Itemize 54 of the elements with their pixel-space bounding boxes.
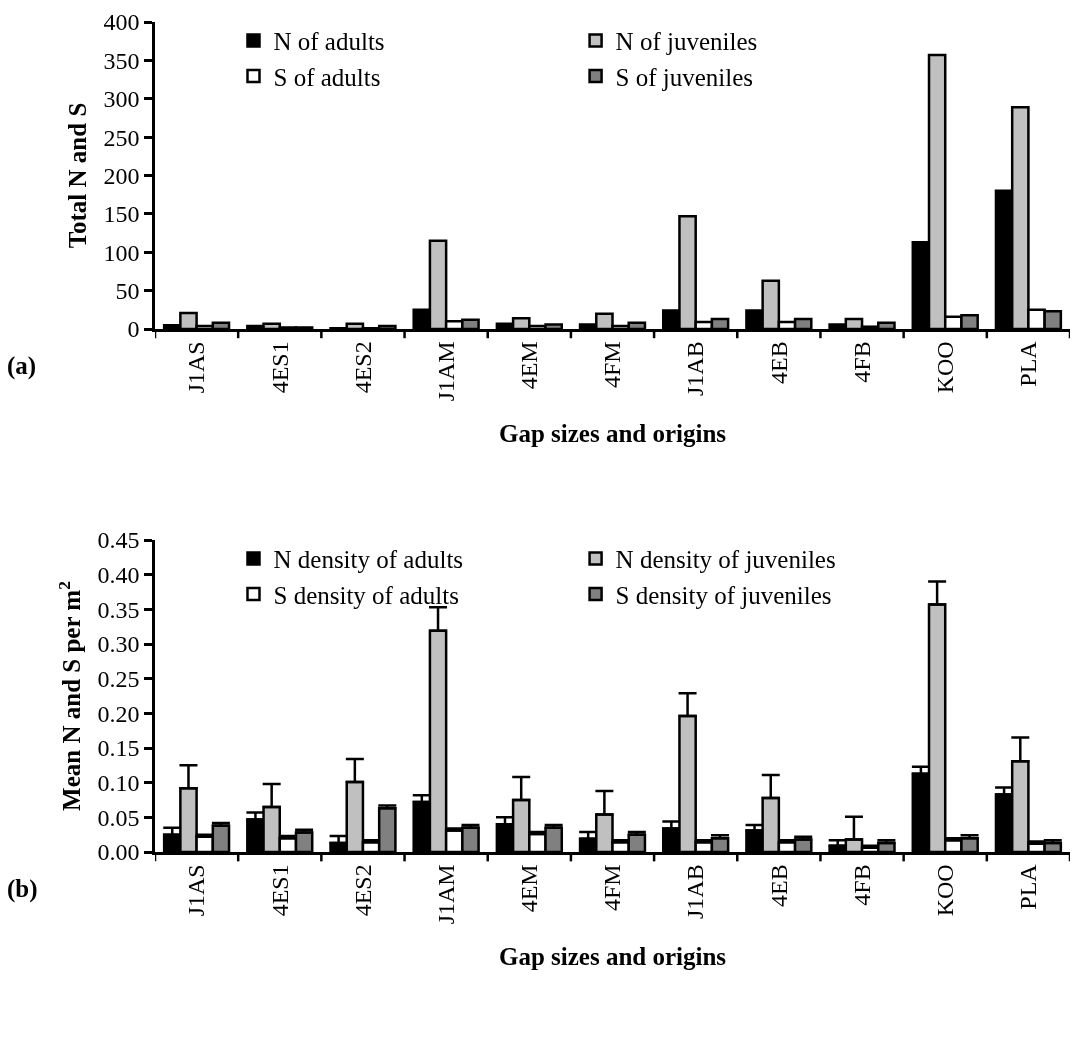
legend-label: S of juveniles [615,63,754,91]
y-tick-label: 350 [103,47,140,74]
x-tick-label: 4EM [516,864,543,913]
x-tick-label: KOO [932,864,959,917]
y-tick-label: 0.30 [97,631,140,658]
y-tick-label: 0.25 [97,666,140,693]
text: (a) [7,352,37,380]
y-tick-label: 0 [127,316,140,343]
x-axis-title: Gap sizes and origins [498,943,727,971]
y-tick-label: 0.45 [97,527,140,554]
text: (b) [7,875,38,903]
x-tick-label: KOO [932,341,959,394]
x-tick-label: PLA [1015,863,1042,910]
legend-label: S density of juveniles [615,581,832,609]
x-tick-label: 4ES2 [349,864,376,917]
y-axis-title: Total N and S [64,102,92,249]
x-tick-label: J1AM [432,864,459,925]
y-tick-label: 0.10 [97,770,140,797]
y-tick-label: 0.05 [97,804,140,831]
x-tick-label: J1AB [682,864,709,920]
x-tick-label: 4ES2 [349,341,376,394]
y-tick-label: 0.15 [97,735,140,762]
legend-label: S of adults [273,63,381,91]
x-tick-label: 4ES1 [266,341,293,394]
x-axis-title: Gap sizes and origins [498,420,727,448]
y-tick-label: 250 [103,124,140,151]
y-tick-label: 0.20 [97,700,140,727]
x-tick-label: J1AS [183,864,210,917]
y-tick-label: 100 [103,239,140,266]
x-tick-label: 4FB [848,341,875,383]
y-tick-label: 200 [103,162,140,189]
y-tick-label: 0.40 [97,562,140,589]
x-tick-label: 4EM [516,341,543,390]
legend-label: N density of adults [273,546,464,574]
x-tick-label: 4FB [848,864,875,906]
x-tick-label: 4FM [599,864,626,912]
y-tick-label: 0.35 [97,596,140,623]
x-tick-label: 4FM [599,341,626,389]
y-tick-label: 400 [103,9,140,36]
y-tick-label: 50 [115,278,140,305]
y-tick-label: 150 [103,201,140,228]
x-tick-label: 4EB [765,864,792,908]
x-tick-label: PLA [1015,340,1042,387]
legend-label: N density of juveniles [615,546,836,574]
x-tick-label: J1AB [682,341,709,397]
legend-label: S density of adults [273,581,459,609]
y-tick-label: 300 [103,86,140,113]
legend-label: N of adults [273,28,385,56]
x-tick-label: J1AS [183,341,210,394]
legend-label: N of juveniles [615,28,758,56]
y-tick-label: 0.00 [97,839,140,866]
x-tick-label: 4EB [765,341,792,385]
x-tick-label: 4ES1 [266,864,293,917]
x-tick-label: J1AM [432,341,459,402]
